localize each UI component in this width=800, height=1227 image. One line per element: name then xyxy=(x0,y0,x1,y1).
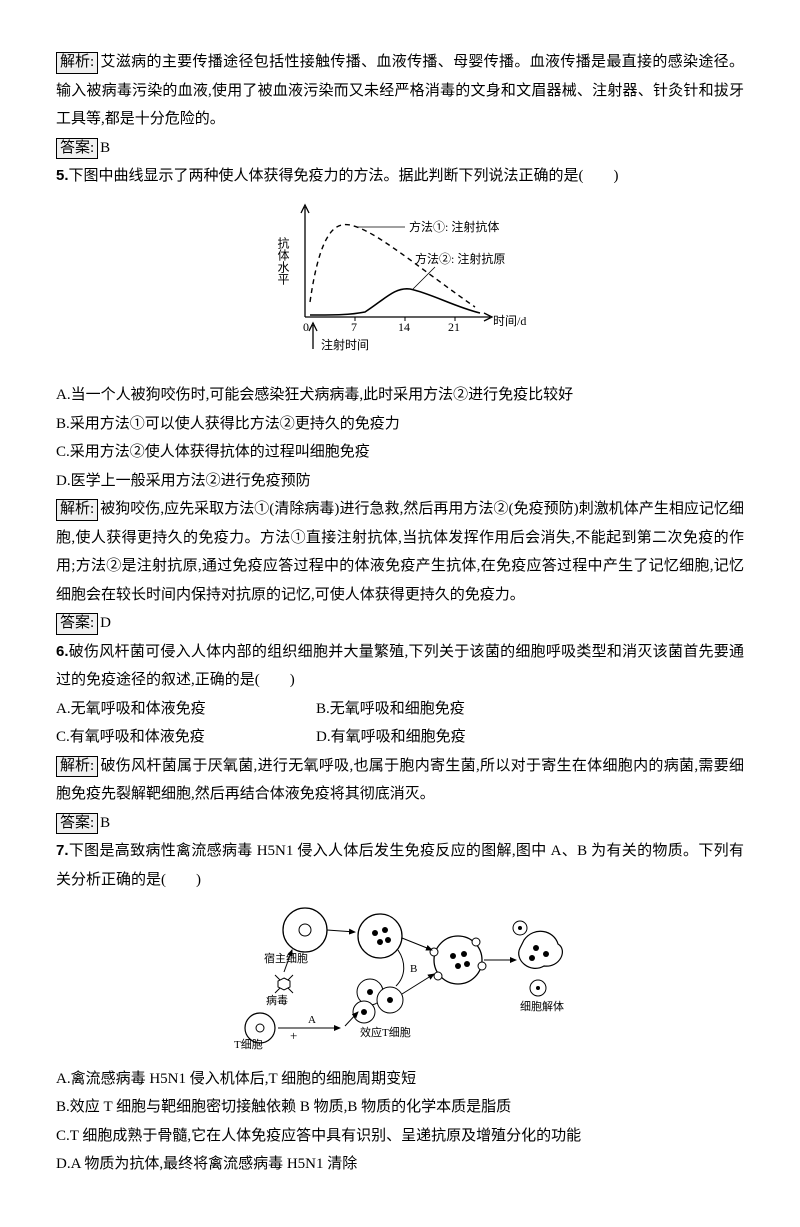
q6-opts-row2: C.有氧呼吸和体液免疫 D.有氧呼吸和细胞免疫 xyxy=(56,723,744,752)
q7-opt-d: D.A 物质为抗体,最终将禽流感病毒 H5N1 清除 xyxy=(56,1150,744,1179)
q7-stem-text: 下图是高致病性禽流感病毒 H5N1 侵入人体后发生免疫反应的图解,图中 A、B … xyxy=(56,843,744,888)
q5-analysis-text: 被狗咬伤,应先采取方法①(清除病毒)进行急救,然后再用方法②(免疫预防)刺激机体… xyxy=(56,501,744,603)
q4-analysis-text: 艾滋病的主要传播途径包括性接触传播、血液传播、母婴传播。血液传播是最直接的感染途… xyxy=(56,54,744,127)
q5-opt-c: C.采用方法②使人体获得抗体的过程叫细胞免疫 xyxy=(56,438,744,467)
q6-stem: 6.破伤风杆菌可侵入人体内部的组织细胞并大量繁殖,下列关于该菌的细胞呼吸类型和消… xyxy=(56,638,744,695)
svg-text:T细胞: T细胞 xyxy=(234,1038,263,1050)
svg-text:注射时间: 注射时间 xyxy=(321,337,369,352)
q6-opt-c: C.有氧呼吸和体液免疫 xyxy=(56,723,316,752)
svg-text:B: B xyxy=(410,963,417,975)
q6-answer: 答案:B xyxy=(56,809,744,838)
q4-analysis: 解析:艾滋病的主要传播途径包括性接触传播、血液传播、母婴传播。血液传播是最直接的… xyxy=(56,48,744,134)
q5-analysis: 解析:被狗咬伤,应先采取方法①(清除病毒)进行急救,然后再用方法②(免疫预防)刺… xyxy=(56,495,744,609)
svg-text:14: 14 xyxy=(398,320,410,334)
answer-label: 答案: xyxy=(56,138,98,160)
svg-text:A: A xyxy=(308,1014,316,1026)
q6-opt-a: A.无氧呼吸和体液免疫 xyxy=(56,695,316,724)
svg-text:宿主细胞: 宿主细胞 xyxy=(264,951,308,965)
q5-number: 5. xyxy=(56,167,69,184)
q7-diagram: 宿主细胞 病毒 T细胞 A + B xyxy=(56,900,744,1061)
q5-opt-a: A.当一个人被狗咬伤时,可能会感染狂犬病病毒,此时采用方法②进行免疫比较好 xyxy=(56,381,744,410)
q5-answer: 答案:D xyxy=(56,609,744,638)
analysis-label: 解析: xyxy=(56,499,98,521)
svg-text:效应T细胞: 效应T细胞 xyxy=(360,1025,411,1039)
svg-text:细胞解体: 细胞解体 xyxy=(520,999,564,1013)
q6-analysis-text: 破伤风杆菌属于厌氧菌,进行无氧呼吸,也属于胞内寄生菌,所以对于寄生在体细胞内的病… xyxy=(56,758,744,803)
q7-stem: 7.下图是高致病性禽流感病毒 H5N1 侵入人体后发生免疫反应的图解,图中 A、… xyxy=(56,837,744,894)
q4-answer: 答案:B xyxy=(56,134,744,163)
q5-chart-svg: 抗体水平 方法①: 注射抗体 方法②: 注射抗原 0 7 14 21 时间/d … xyxy=(265,197,535,367)
analysis-label: 解析: xyxy=(56,756,98,778)
q5-stem: 5.下图中曲线显示了两种使人体获得免疫力的方法。据此判断下列说法正确的是( ) xyxy=(56,162,744,191)
q6-number: 6. xyxy=(56,643,69,660)
svg-text:病毒: 病毒 xyxy=(266,993,288,1007)
q7-opt-c: C.T 细胞成熟于骨髓,它在人体免疫应答中具有识别、呈递抗原及增殖分化的功能 xyxy=(56,1122,744,1151)
svg-text:+: + xyxy=(290,1028,297,1043)
q4-answer-value: B xyxy=(100,140,110,156)
svg-text:方法①: 注射抗体: 方法①: 注射抗体 xyxy=(409,219,499,234)
svg-text:抗体水平: 抗体水平 xyxy=(276,235,290,284)
q7-opt-b: B.效应 T 细胞与靶细胞密切接触依赖 B 物质,B 物质的化学本质是脂质 xyxy=(56,1093,744,1122)
q6-answer-value: B xyxy=(100,815,110,831)
answer-label: 答案: xyxy=(56,813,98,835)
q7-number: 7. xyxy=(56,842,69,859)
svg-text:时间/d: 时间/d xyxy=(493,314,526,328)
q5-stem-text: 下图中曲线显示了两种使人体获得免疫力的方法。据此判断下列说法正确的是( ) xyxy=(69,168,619,184)
svg-text:7: 7 xyxy=(351,320,357,334)
q7-opt-a: A.禽流感病毒 H5N1 侵入机体后,T 细胞的细胞周期变短 xyxy=(56,1065,744,1094)
q6-opts-row1: A.无氧呼吸和体液免疫 B.无氧呼吸和细胞免疫 xyxy=(56,695,744,724)
q6-opt-d: D.有氧呼吸和细胞免疫 xyxy=(316,723,466,752)
q5-opt-b: B.采用方法①可以使人获得比方法②更持久的免疫力 xyxy=(56,410,744,439)
q6-analysis: 解析:破伤风杆菌属于厌氧菌,进行无氧呼吸,也属于胞内寄生菌,所以对于寄生在体细胞… xyxy=(56,752,744,809)
svg-text:0: 0 xyxy=(303,320,309,334)
q7-diagram-svg: 宿主细胞 病毒 T细胞 A + B xyxy=(220,900,580,1050)
analysis-label: 解析: xyxy=(56,52,98,74)
q5-chart: 抗体水平 方法①: 注射抗体 方法②: 注射抗原 0 7 14 21 时间/d … xyxy=(56,197,744,378)
svg-text:方法②: 注射抗原: 方法②: 注射抗原 xyxy=(415,251,505,266)
q6-stem-text: 破伤风杆菌可侵入人体内部的组织细胞并大量繁殖,下列关于该菌的细胞呼吸类型和消灭该… xyxy=(56,644,744,689)
q5-answer-value: D xyxy=(100,615,111,631)
q5-opt-d: D.医学上一般采用方法②进行免疫预防 xyxy=(56,467,744,496)
q6-opt-b: B.无氧呼吸和细胞免疫 xyxy=(316,695,465,724)
answer-label: 答案: xyxy=(56,613,98,635)
svg-text:21: 21 xyxy=(448,320,460,334)
